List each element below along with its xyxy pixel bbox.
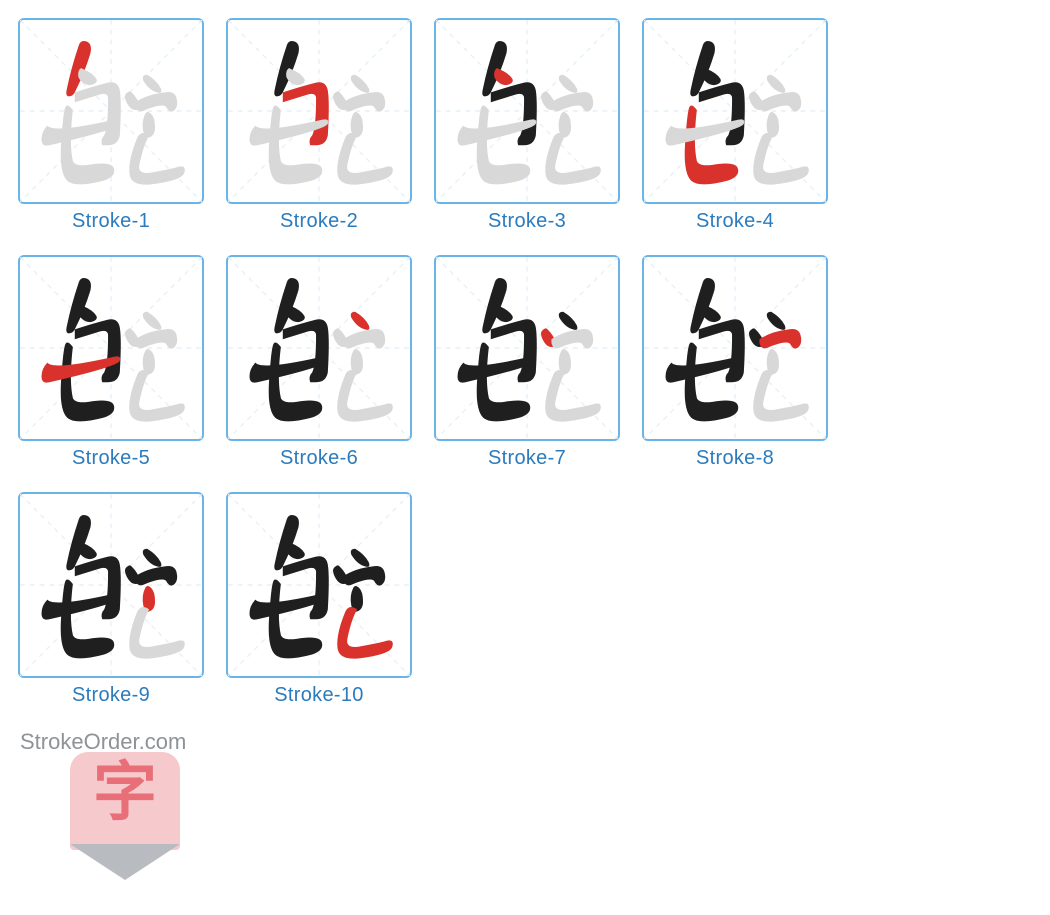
stroke-path-1 [690,278,715,333]
character-glyph [228,257,410,439]
stroke-path-1 [274,41,299,96]
stroke-path-8 [343,92,385,112]
stroke-cell: Stroke-7 [434,255,620,470]
character-glyph [644,20,826,202]
stroke-path-1 [66,41,91,96]
stroke-cell: Stroke-3 [434,18,620,233]
stroke-path-8 [759,92,801,112]
stroke-path-8 [759,329,801,349]
stroke-tile [226,18,412,204]
stroke-path-8 [135,566,177,586]
stroke-path-10 [545,370,601,422]
stroke-path-3 [78,305,97,322]
stroke-tile [642,255,828,441]
stroke-path-10 [545,133,601,185]
stroke-caption: Stroke-8 [696,447,774,470]
stroke-path-1 [482,278,507,333]
stroke-path-1 [274,515,299,570]
stroke-path-3 [286,305,305,322]
stroke-cell: Stroke-8 [642,255,828,470]
stroke-path-8 [551,329,593,349]
stroke-path-8 [343,566,385,586]
stroke-path-8 [135,329,177,349]
stroke-caption: Stroke-1 [72,210,150,233]
stroke-cell: Stroke-2 [226,18,412,233]
stroke-tile [434,18,620,204]
stroke-path-10 [337,370,393,422]
stroke-path-6 [351,75,370,93]
stroke-tile [18,18,204,204]
stroke-path-6 [143,75,162,93]
stroke-tile [434,255,620,441]
stroke-caption: Stroke-9 [72,684,150,707]
stroke-path-1 [66,515,91,570]
stroke-path-8 [551,92,593,112]
stroke-path-10 [753,370,809,422]
stroke-path-10 [129,370,185,422]
character-glyph [20,257,202,439]
stroke-path-3 [78,542,97,559]
brand-icon: 字 [32,729,218,915]
stroke-caption: Stroke-4 [696,210,774,233]
stroke-path-1 [690,41,715,96]
stroke-path-6 [143,549,162,567]
stroke-path-10 [337,607,393,659]
stroke-path-3 [702,305,721,322]
stroke-caption: Stroke-10 [274,684,363,707]
stroke-path-3 [286,68,305,85]
stroke-path-3 [78,68,97,85]
stroke-path-6 [351,549,370,567]
stroke-tile [226,492,412,678]
stroke-path-6 [767,75,786,93]
watermark-text: StrokeOrder.com [20,729,186,755]
stroke-cell: Stroke-6 [226,255,412,470]
stroke-path-6 [351,312,370,330]
stroke-tile [642,18,828,204]
stroke-path-10 [129,133,185,185]
stroke-path-1 [66,278,91,333]
stroke-tile [226,255,412,441]
character-glyph [436,20,618,202]
character-glyph [228,494,410,676]
stroke-cell: Stroke-1 [18,18,204,233]
zi-pencil-icon: 字 [70,752,180,892]
stroke-path-10 [753,133,809,185]
character-glyph [20,20,202,202]
stroke-path-10 [337,133,393,185]
stroke-path-3 [494,68,513,85]
stroke-path-3 [702,68,721,85]
stroke-path-8 [135,92,177,112]
character-glyph [228,20,410,202]
character-glyph [436,257,618,439]
stroke-caption: Stroke-6 [280,447,358,470]
stroke-cell: Stroke-10 [226,492,412,707]
stroke-tile [18,255,204,441]
stroke-path-3 [286,542,305,559]
character-glyph [644,257,826,439]
stroke-tile [18,492,204,678]
character-glyph [20,494,202,676]
stroke-path-6 [143,312,162,330]
stroke-path-10 [129,607,185,659]
stroke-path-6 [767,312,786,330]
stroke-path-6 [559,312,578,330]
stroke-path-8 [343,329,385,349]
stroke-grid: Stroke-1 Stroke-2 Stroke-3 Stroke-4 Stroke-5… [18,18,1032,707]
stroke-path-1 [482,41,507,96]
stroke-caption: Stroke-7 [488,447,566,470]
stroke-cell: Stroke-4 [642,18,828,233]
stroke-cell: Stroke-5 [18,255,204,470]
stroke-cell: Stroke-9 [18,492,204,707]
stroke-path-1 [274,278,299,333]
stroke-path-3 [494,305,513,322]
stroke-caption: Stroke-3 [488,210,566,233]
stroke-caption: Stroke-5 [72,447,150,470]
stroke-path-6 [559,75,578,93]
stroke-caption: Stroke-2 [280,210,358,233]
